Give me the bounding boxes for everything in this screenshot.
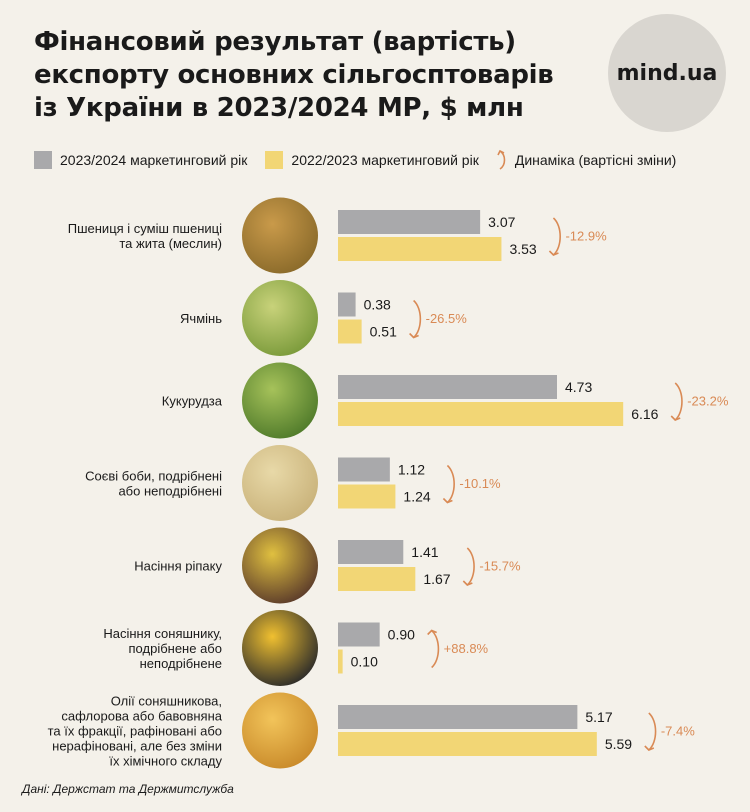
value-label: 0.51	[370, 324, 397, 340]
bar-current	[338, 705, 578, 729]
value-label: 4.73	[565, 379, 592, 395]
soybean-icon	[242, 445, 318, 521]
value-label: 6.16	[631, 406, 658, 422]
value-label: 3.07	[488, 214, 515, 230]
legend-swatch-current	[34, 151, 52, 169]
bar-current	[338, 210, 481, 234]
bar-current	[338, 292, 356, 317]
value-label: 0.90	[388, 627, 415, 643]
legend-item-change: Динаміка (вартісні зміни)	[497, 149, 677, 171]
category-label: Кукурудза	[162, 394, 223, 409]
value-label: 1.67	[423, 571, 450, 587]
value-label: 5.17	[585, 709, 612, 725]
change-arrow-head	[409, 332, 419, 339]
category-label: їх хімічного складу	[108, 754, 222, 769]
bar-previous	[338, 319, 362, 344]
value-label: 1.41	[411, 544, 438, 560]
category-label: Ячмінь	[180, 311, 222, 326]
title-line-1: Фінансовий результат (вартість)	[34, 27, 516, 57]
bar-previous	[338, 484, 396, 509]
category-label: подрібнене або	[129, 641, 222, 656]
change-arrow-head	[427, 629, 437, 636]
category-label: Соєві боби, подрібнені	[85, 469, 222, 484]
bar-current	[338, 375, 557, 399]
bar-previous	[338, 567, 416, 591]
legend-label-previous: 2022/2023 маркетинговий рік	[291, 152, 479, 168]
change-arrow-curve	[446, 464, 455, 504]
category-label: та їх фракції, рафіновані або	[48, 724, 222, 739]
change-arrow-curve	[552, 217, 561, 256]
change-arrow-head	[442, 497, 453, 504]
sunflower-oil-icon	[242, 692, 318, 769]
value-label: 1.24	[403, 489, 430, 505]
bar-previous	[338, 237, 502, 261]
bar-current	[338, 622, 380, 647]
source-note: Дані: Держстат та Держмитслужба	[22, 782, 234, 796]
change-label: -23.2%	[687, 394, 729, 409]
change-label: -15.7%	[479, 559, 521, 574]
category-label: Олії соняшникова,	[111, 694, 222, 709]
category-label: або неподрібнені	[118, 484, 222, 499]
corn-icon	[242, 362, 318, 439]
change-arrow-curve	[674, 382, 683, 421]
change-arrow-head	[548, 250, 559, 256]
bar-previous	[338, 402, 624, 426]
barley-icon	[242, 280, 318, 356]
change-arrow-curve	[413, 299, 422, 339]
bar-previous	[338, 649, 343, 674]
change-arrow-head	[462, 580, 473, 586]
category-label: нерафіновані, але без зміни	[52, 739, 222, 754]
bar-current	[338, 540, 404, 564]
change-label: +88.8%	[444, 641, 489, 656]
category-label: сафлорова або бавовняна	[61, 709, 222, 724]
change-arrow-curve	[648, 712, 657, 751]
change-arrow-curve	[431, 629, 440, 669]
category-label: та жита (меслин)	[119, 236, 222, 251]
change-arrow-head	[670, 415, 681, 421]
category-label: Пшениця і суміш пшениці	[68, 221, 222, 236]
change-arrow-head	[644, 745, 655, 751]
legend-item-previous: 2022/2023 маркетинговий рік	[265, 151, 479, 169]
value-label: 0.38	[364, 297, 391, 313]
value-label: 3.53	[509, 241, 536, 257]
bar-current	[338, 457, 390, 482]
title-line-2: експорту основних сільгосптоварів	[34, 60, 554, 90]
legend-label-current: 2023/2024 маркетинговий рік	[60, 152, 248, 168]
curved-arrow-icon	[497, 149, 506, 170]
value-label: 1.12	[398, 462, 425, 478]
value-label: 0.10	[351, 654, 378, 670]
wheat-icon	[242, 197, 318, 274]
legend: 2023/2024 маркетинговий рік 2022/2023 ма…	[34, 149, 694, 171]
change-label: -7.4%	[661, 724, 695, 739]
legend-item-current: 2023/2024 маркетинговий рік	[34, 151, 247, 169]
sunflower-seed-icon	[242, 610, 318, 686]
bar-previous	[338, 732, 597, 756]
category-label: Насіння соняшнику,	[103, 626, 222, 641]
rapeseed-icon	[242, 527, 318, 604]
title-line-3: із України в 2023/2024 МР, $ млн	[34, 93, 524, 123]
category-label: неподрібнене	[140, 656, 222, 671]
change-label: -26.5%	[426, 311, 468, 326]
change-label: -10.1%	[459, 476, 501, 491]
change-label: -12.9%	[565, 229, 607, 244]
mind-logo: mind.ua	[608, 14, 726, 132]
chart-title: Фінансовий результат (вартість) експорту…	[34, 26, 594, 125]
legend-label-change: Динаміка (вартісні зміни)	[514, 152, 677, 168]
legend-swatch-previous	[265, 151, 284, 169]
change-arrow-curve	[466, 547, 475, 586]
category-label: Насіння ріпаку	[134, 559, 222, 574]
value-label: 5.59	[605, 736, 632, 752]
